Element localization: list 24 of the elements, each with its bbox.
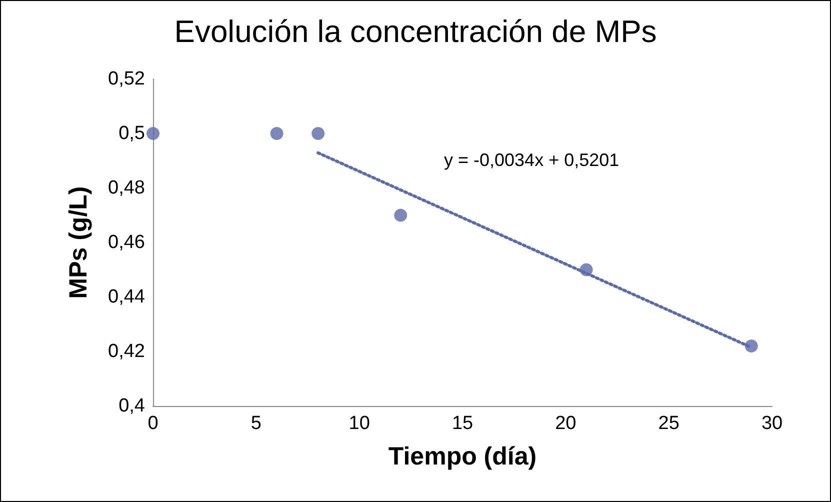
- point: [744, 340, 758, 353]
- chart-title: Evolución la concentración de MPs: [174, 14, 657, 49]
- x-tick-label: 30: [761, 413, 783, 434]
- x-tick-label: 20: [555, 413, 576, 434]
- x-tick-label: 0: [148, 413, 158, 434]
- x-axis-title: Tiempo (día): [388, 442, 537, 470]
- y-tick-label: 0,5: [118, 123, 145, 144]
- x-tick-label: 5: [250, 413, 262, 434]
- y-tick-label: 0,4: [118, 396, 146, 416]
- y-tick-label: 0,52: [108, 68, 145, 90]
- y-tick-label: 0,42: [108, 341, 145, 362]
- x-tick-label: 15: [452, 413, 474, 434]
- x-tick-label: 25: [658, 413, 680, 434]
- annotation: y = -0,0034x + 0,5201: [444, 150, 620, 170]
- point: [312, 127, 325, 140]
- y-tick-label: 0,46: [108, 232, 145, 253]
- point: [146, 127, 160, 140]
- point: [580, 263, 593, 276]
- point: [270, 127, 284, 140]
- x-tick-label: 10: [348, 413, 370, 434]
- y-tick-label: 0,44: [108, 286, 146, 308]
- point: [394, 208, 408, 222]
- y-axis-title: MPs (g/L): [64, 186, 92, 299]
- y-tick-label: 0,48: [108, 178, 145, 198]
